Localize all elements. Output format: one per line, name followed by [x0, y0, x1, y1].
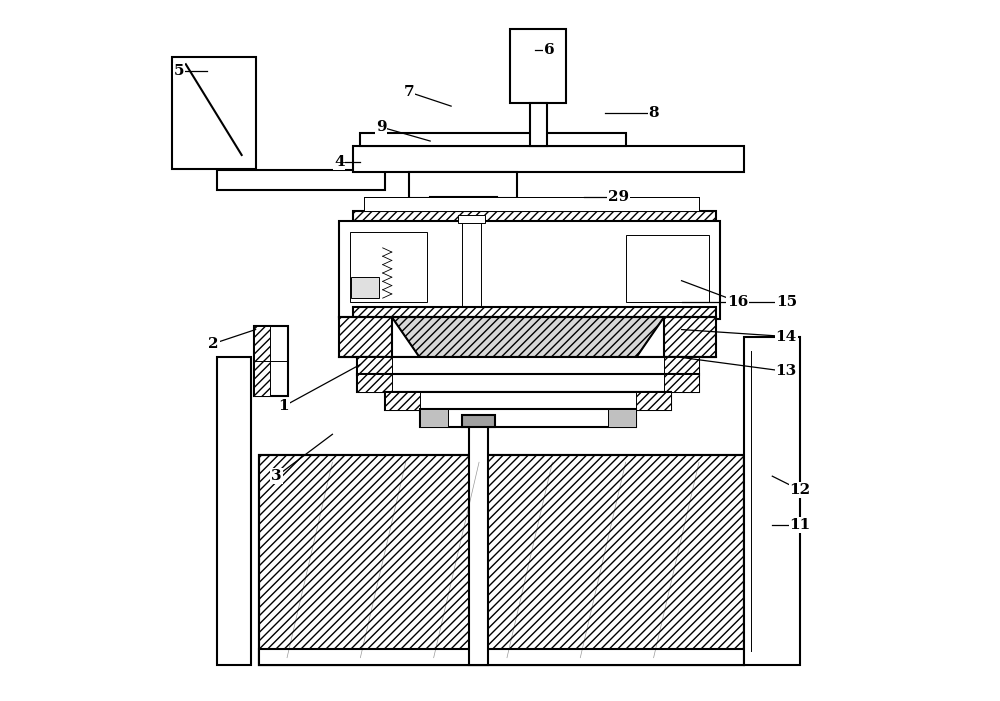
Text: 7: 7 [404, 85, 415, 99]
Text: 6: 6 [544, 43, 554, 57]
Bar [357, 357, 699, 375]
Bar [353, 211, 716, 224]
Bar [357, 357, 392, 375]
Bar [385, 392, 420, 410]
Bar [353, 306, 716, 319]
Bar [172, 57, 256, 169]
Text: 11: 11 [790, 518, 811, 532]
Bar [339, 222, 720, 319]
Bar [458, 215, 485, 224]
Text: 15: 15 [776, 294, 797, 308]
Bar [744, 336, 800, 665]
Bar [430, 197, 497, 215]
Polygon shape [392, 317, 664, 358]
Bar [357, 374, 699, 393]
Bar [353, 306, 716, 319]
Text: 8: 8 [648, 106, 659, 120]
Text: 9: 9 [376, 120, 387, 134]
Bar [626, 236, 709, 301]
Bar [350, 232, 427, 301]
Bar [608, 409, 636, 428]
Text: 16: 16 [727, 294, 748, 308]
Bar [420, 409, 448, 428]
Bar [353, 146, 744, 172]
Text: 3: 3 [271, 469, 282, 483]
Bar [462, 222, 481, 312]
Text: 2: 2 [208, 336, 219, 350]
Bar [357, 374, 392, 393]
Bar [409, 172, 517, 198]
Bar [420, 409, 636, 428]
Bar [254, 326, 270, 396]
Bar [462, 415, 495, 428]
Bar [259, 455, 744, 665]
Bar [469, 424, 488, 665]
Bar [510, 29, 566, 102]
Text: 12: 12 [790, 483, 811, 497]
Bar [339, 317, 392, 358]
Bar [364, 197, 699, 211]
Bar [636, 392, 671, 410]
Bar [664, 317, 716, 358]
Bar [664, 357, 699, 375]
Bar [530, 102, 547, 146]
Bar [462, 212, 474, 219]
Bar [360, 133, 626, 146]
Text: 29: 29 [608, 190, 629, 204]
Bar [217, 170, 385, 190]
Bar [351, 277, 379, 298]
Text: 1: 1 [278, 400, 289, 414]
Bar [254, 326, 288, 396]
Text: 13: 13 [776, 365, 797, 379]
Bar [259, 455, 744, 665]
Bar [217, 358, 251, 665]
Text: 5: 5 [174, 64, 184, 79]
Bar [664, 374, 699, 393]
Bar [339, 317, 392, 358]
Bar [385, 392, 671, 410]
Text: 14: 14 [776, 329, 797, 343]
Bar [353, 211, 716, 224]
Bar [664, 317, 716, 358]
Text: 4: 4 [334, 155, 345, 169]
Bar [259, 649, 744, 665]
